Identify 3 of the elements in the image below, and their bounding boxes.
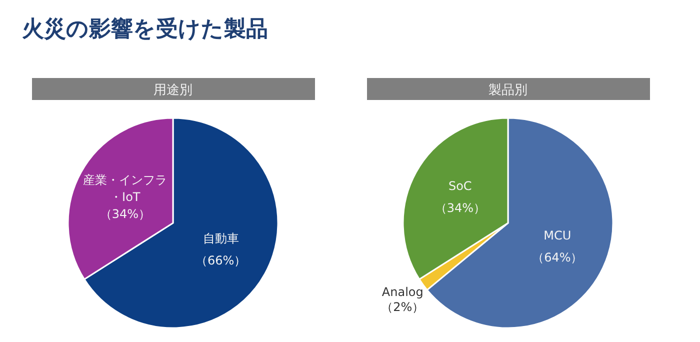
- chart-title: 火災の影響を受けた製品: [22, 16, 268, 42]
- chart-subtitle: 用途別: [154, 83, 192, 98]
- chart-subtitle: 製品別: [488, 83, 528, 98]
